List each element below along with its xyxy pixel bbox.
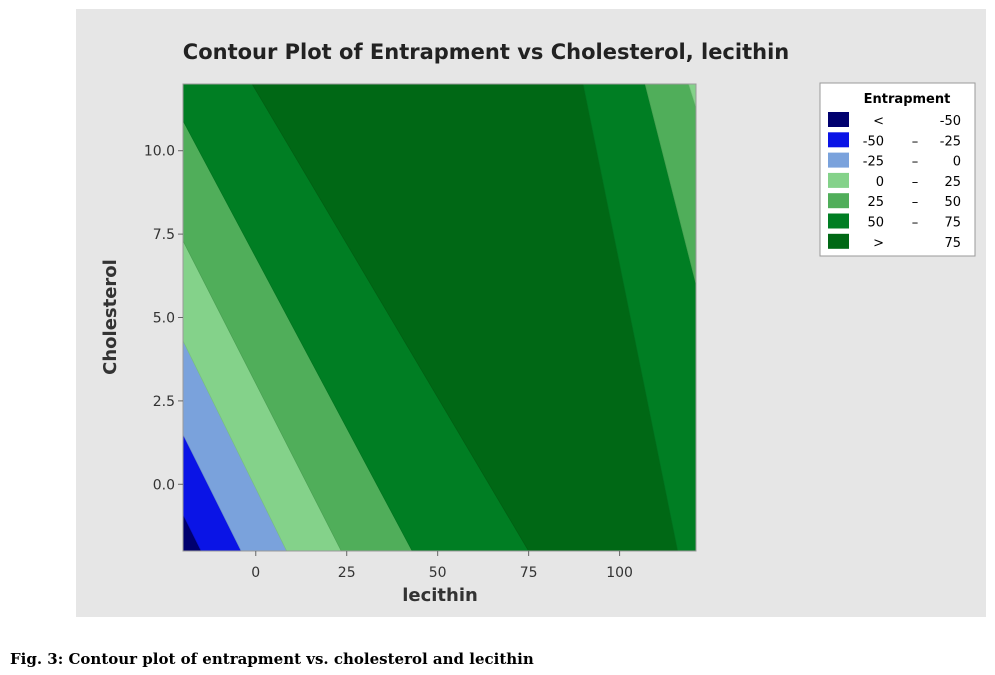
- contour-line: [183, 120, 413, 551]
- x-axis-label: lecithin: [402, 585, 478, 606]
- legend-range-low: 25: [867, 195, 884, 210]
- x-tick-label: 75: [520, 565, 538, 581]
- legend-swatch: [828, 213, 849, 229]
- contour-line: [251, 84, 529, 551]
- legend-range-high: 75: [944, 216, 961, 231]
- legend-swatch: [828, 112, 849, 127]
- legend-range-low: 0: [876, 175, 884, 190]
- legend-items: < -50 -50 – -25 -25 – 0 0 – 25 25 – 50 50 – 75 > 75: [828, 112, 961, 251]
- legend-range-dash: –: [912, 155, 919, 170]
- x-tick-label: 0: [251, 565, 260, 581]
- legend-range-dash: –: [912, 216, 919, 231]
- contour-region: [688, 84, 696, 108]
- legend-swatch: [828, 152, 849, 168]
- figure-caption: Fig. 3: Contour plot of entrapment vs. c…: [10, 650, 534, 668]
- legend-range-high: 25: [944, 175, 961, 190]
- legend-range-high: 0: [953, 155, 961, 170]
- legend-range-high: -50: [940, 114, 961, 129]
- y-tick-label: 7.5: [153, 227, 175, 243]
- legend-range-dash: –: [912, 195, 919, 210]
- contour-line: [183, 434, 242, 551]
- x-tick-label: 50: [429, 565, 447, 581]
- legend-title: Entrapment: [864, 92, 951, 107]
- contour-line: [582, 84, 679, 551]
- legend-swatch: [828, 193, 849, 209]
- legend-range-high: -25: [940, 134, 961, 149]
- y-tick-label: 5.0: [153, 311, 175, 327]
- legend-swatch: [828, 233, 849, 249]
- legend-range-high: 75: [944, 236, 961, 251]
- x-tick-label: 100: [606, 565, 633, 581]
- figure-panel: Contour Plot of Entrapment vs Cholestero…: [76, 9, 986, 617]
- legend-range-low: -25: [863, 155, 884, 170]
- contour-line: [183, 240, 342, 551]
- y-axis-label: Cholesterol: [100, 259, 121, 375]
- legend-swatch: [828, 132, 849, 148]
- contour-region: [251, 84, 679, 551]
- legend: Entrapment < -50 -50 – -25 -25 – 0 0 – 25 25 – 50 50 – 7…: [819, 82, 976, 257]
- contour-region: [644, 84, 696, 285]
- legend-range-low: <: [873, 114, 884, 129]
- legend-range-high: 50: [944, 195, 961, 210]
- contour-line: [183, 514, 202, 551]
- legend-range-dash: –: [912, 175, 919, 190]
- y-tick-label: 2.5: [153, 394, 175, 410]
- contour-boundaries: [183, 84, 696, 551]
- x-axis: 0 25 50 75 100: [251, 551, 633, 581]
- y-axis: 0.0 2.5 5.0 7.5 10.0: [144, 144, 183, 493]
- y-tick-label: 0.0: [153, 477, 175, 493]
- contour-line: [183, 340, 288, 551]
- x-tick-label: 25: [338, 565, 356, 581]
- contour-chart: Contour Plot of Entrapment vs Cholestero…: [100, 40, 976, 606]
- contour-regions: [183, 84, 696, 551]
- legend-range-dash: –: [912, 134, 919, 149]
- legend-range-low: >: [873, 236, 884, 251]
- legend-swatch: [828, 172, 849, 188]
- legend-range-low: 50: [867, 216, 884, 231]
- legend-range-low: -50: [863, 134, 884, 149]
- contour-line: [688, 84, 696, 108]
- y-tick-label: 10.0: [144, 144, 175, 160]
- contour-region: [582, 84, 696, 551]
- chart-title: Contour Plot of Entrapment vs Cholestero…: [183, 40, 789, 64]
- contour-line: [644, 84, 696, 285]
